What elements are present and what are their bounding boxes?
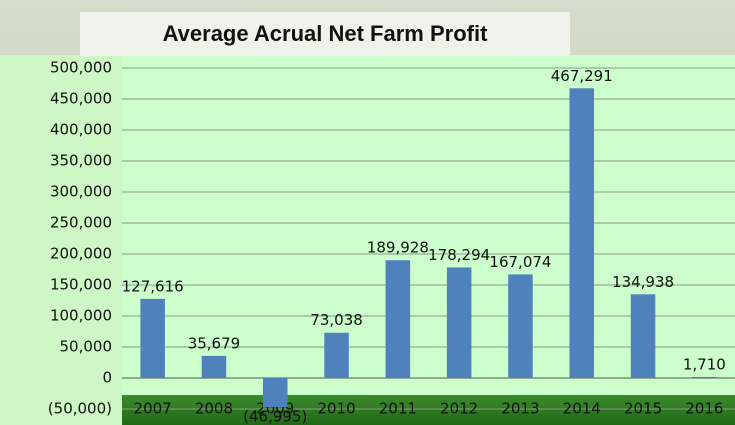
x-tick-label: 2011: [379, 400, 417, 418]
x-tick-label: 2014: [563, 400, 601, 418]
bar: [569, 88, 595, 379]
data-label: 73,038: [310, 311, 363, 329]
data-label: 1,710: [683, 355, 726, 373]
data-label: (46,995): [243, 408, 307, 425]
y-tick-label: 200,000: [50, 245, 112, 263]
title-box: [80, 12, 570, 56]
y-tick-label: 300,000: [50, 183, 112, 201]
y-tick-label: 350,000: [50, 152, 112, 170]
x-tick-label: 2007: [134, 400, 172, 418]
bar: [446, 267, 472, 378]
bar: [324, 332, 349, 378]
data-label: 189,928: [367, 239, 429, 257]
data-label: 35,679: [188, 334, 241, 352]
bar: [201, 355, 227, 378]
data-label: 467,291: [551, 67, 613, 85]
chart-title: Average Acrual Net Farm Profit: [163, 21, 488, 46]
bar: [140, 298, 165, 378]
x-tick-label: 2013: [501, 400, 539, 418]
axis-band: [122, 395, 735, 425]
y-tick-label: 400,000: [50, 121, 112, 139]
x-tick-label: 2015: [624, 400, 662, 418]
y-tick-label: 0: [102, 369, 112, 387]
bar: [630, 294, 656, 378]
x-tick-label: 2010: [317, 400, 355, 418]
bar: [692, 376, 717, 378]
y-tick-label: 50,000: [60, 338, 113, 356]
bar: [508, 274, 533, 378]
bar: [385, 260, 411, 378]
x-tick-label: 2016: [685, 400, 723, 418]
y-tick-label: 100,000: [50, 307, 112, 325]
data-label: 127,616: [122, 277, 184, 295]
x-tick-label: 2008: [195, 400, 233, 418]
data-label: 167,074: [489, 253, 551, 271]
bar: [262, 378, 288, 408]
data-label: 134,938: [612, 273, 674, 291]
y-tick-label: 500,000: [50, 59, 112, 77]
y-tick-label: 450,000: [50, 90, 112, 108]
y-tick-label: 150,000: [50, 276, 112, 294]
x-tick-label: 2012: [440, 400, 478, 418]
y-tick-label: 250,000: [50, 214, 112, 232]
y-tick-label: (50,000): [48, 400, 112, 418]
axis-panel: [0, 55, 122, 425]
data-label: 178,294: [428, 246, 490, 264]
